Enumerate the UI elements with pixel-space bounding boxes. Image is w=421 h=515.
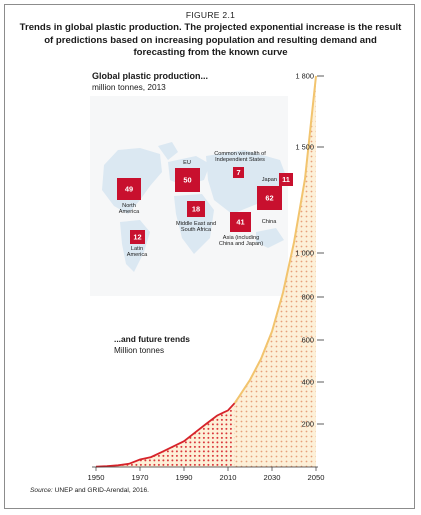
- region-value: 62: [265, 194, 273, 203]
- map-oceania: [256, 228, 284, 248]
- region-label: Middle East and South Africa: [176, 221, 216, 233]
- x-tick-label: 2030: [264, 473, 281, 482]
- future-trends-unit: Million tonnes: [114, 346, 165, 355]
- x-tick-label: 1990: [176, 473, 193, 482]
- region-label-line: China: [262, 219, 278, 225]
- future-trends-title: ...and future trends: [114, 334, 190, 344]
- x-tick-label: 2010: [220, 473, 237, 482]
- region-box-5: [187, 201, 205, 217]
- y-tick-label: 1 500: [296, 143, 315, 152]
- region-label: Latin America: [127, 246, 148, 258]
- region-label: Japan: [262, 177, 277, 183]
- region-label-line: America: [127, 252, 148, 258]
- region-value: 41: [236, 218, 244, 227]
- region-label-line: EU: [183, 160, 191, 166]
- region-label-line: Asia (including: [223, 235, 259, 241]
- region-label-line: Independient States: [215, 157, 265, 163]
- region-box-8: [130, 230, 145, 244]
- x-tick-label: 1970: [132, 473, 149, 482]
- region-label-line: Common werealth of: [214, 151, 266, 157]
- figure-label: FIGURE 2.1: [185, 10, 236, 20]
- x-tick-label: 1950: [88, 473, 105, 482]
- region-value: 49: [125, 185, 133, 194]
- region-label: North America: [119, 203, 140, 215]
- region-label: Common werealth of Independient States: [214, 151, 266, 163]
- y-tick-label: 600: [302, 336, 314, 345]
- source-text: UNEP and GRID-Arendal, 2016.: [52, 487, 150, 494]
- region-label: Asia (including China and Japan): [219, 235, 263, 247]
- source-note: Source: UNEP and GRID-Arendal, 2016.: [30, 487, 149, 494]
- y-tick-label: 200: [302, 420, 314, 429]
- region-value: 7: [236, 168, 240, 177]
- region-box-4: [279, 173, 293, 186]
- region-label: EU: [183, 160, 191, 166]
- projection-dotted-area: [234, 76, 316, 467]
- region-label-line: China and Japan): [219, 241, 263, 247]
- region-label-line: Japan: [262, 177, 277, 183]
- x-tick-label: 2050: [308, 473, 325, 482]
- historic-dotted-area: [96, 403, 235, 467]
- region-value: 11: [282, 175, 290, 184]
- region-label-line: North: [122, 203, 136, 209]
- region-label-line: Latin: [131, 246, 143, 252]
- y-tick-label: 1 000: [296, 249, 315, 258]
- source-prefix: Source:: [30, 487, 53, 494]
- figure-title: Trends in global plastic production. The…: [19, 22, 402, 58]
- y-tick-label: 400: [302, 378, 314, 387]
- region-value: 18: [192, 205, 200, 214]
- projected-curve-line: [233, 75, 317, 404]
- region-value: 50: [183, 176, 191, 185]
- inset-unit: million tonnes, 2013: [92, 82, 166, 92]
- y-tick-label: 800: [302, 293, 314, 302]
- region-box-1: [117, 178, 141, 200]
- region-label-line: South Africa: [181, 227, 212, 233]
- y-tick-label: 1 800: [296, 72, 315, 81]
- region-label: China: [262, 219, 278, 225]
- region-box-6: [257, 186, 282, 210]
- region-box-7: [230, 212, 251, 232]
- region-box-2: [175, 168, 200, 192]
- inset-title: Global plastic production...: [92, 71, 209, 81]
- historic-curve-line: [95, 402, 236, 468]
- region-value: 12: [133, 233, 141, 242]
- figure-frame: [4, 4, 415, 509]
- region-box-3: [233, 167, 244, 178]
- map-greenland: [158, 142, 178, 160]
- region-label-line: Middle East and: [176, 221, 216, 227]
- region-label-line: America: [119, 209, 140, 215]
